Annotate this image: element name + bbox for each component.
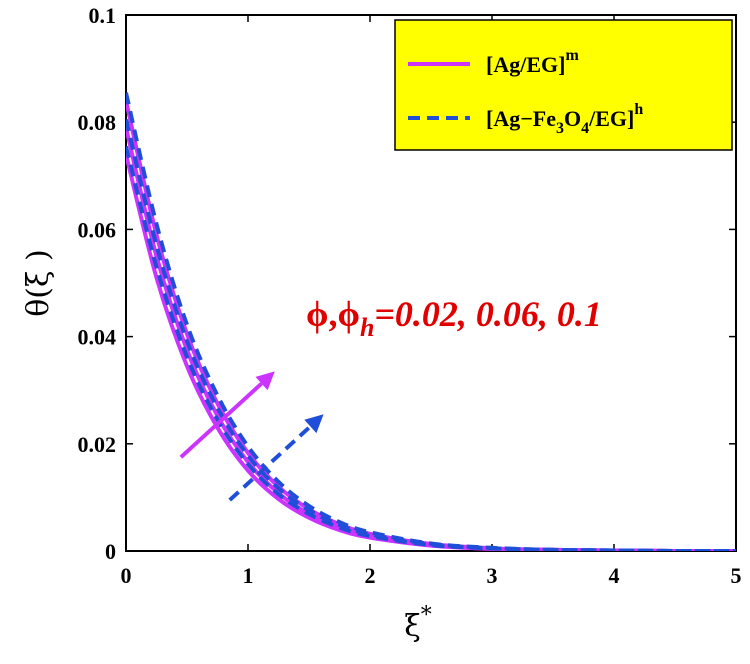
annotation-values: =0.02, 0.06, 0.1 xyxy=(374,294,602,334)
x-tick-label: 0 xyxy=(121,563,132,588)
legend-label-post: /EG] xyxy=(588,106,634,131)
legend: [Ag/EG]m [Ag−Fe3O4/EG]h xyxy=(394,19,733,151)
x-tick-label: 2 xyxy=(365,563,376,588)
x-axis-title-base: ξ xyxy=(404,609,421,644)
annotation-phi: ϕ,ϕ xyxy=(306,294,360,334)
y-tick-label: 0 xyxy=(105,539,116,564)
y-tick-label: 0.1 xyxy=(89,3,117,28)
y-tick-label: 0.08 xyxy=(78,110,117,135)
x-axis-title: ξ* xyxy=(404,603,432,644)
y-axis-title: θ(ξ ) xyxy=(21,249,56,317)
y-tick-label: 0.06 xyxy=(78,217,117,242)
arrow-head-0 xyxy=(255,371,275,391)
x-tick-label: 5 xyxy=(731,563,742,588)
y-tick-label: 0.04 xyxy=(78,325,117,350)
legend-box xyxy=(394,19,733,151)
legend-entry-ag-fe3o4-eg: [Ag−Fe3O4/EG]h xyxy=(486,101,643,137)
legend-sup-h: h xyxy=(634,101,643,118)
arrow-shaft-0 xyxy=(179,382,263,459)
annotation-arrows xyxy=(179,371,324,502)
legend-entry-ag-eg: [Ag/EG]m xyxy=(486,47,579,77)
x-tick-label: 3 xyxy=(487,563,498,588)
curves xyxy=(126,92,736,551)
axis-ticks: 0 1 2 3 4 500.020.040.060.080.1 xyxy=(78,3,742,588)
y-tick-label: 0.02 xyxy=(78,432,117,457)
series-line-5 xyxy=(126,92,736,551)
annotation-subscript-h: h xyxy=(360,313,374,342)
legend-sup-ag-eg: m xyxy=(565,47,579,64)
legend-sub-3: 3 xyxy=(556,120,564,137)
x-axis-title-sup: * xyxy=(421,603,432,628)
x-tick-label: 1 xyxy=(243,563,254,588)
legend-label-mid: O xyxy=(564,106,581,131)
x-tick-label: 4 xyxy=(609,563,620,588)
legend-sub-4: 4 xyxy=(581,120,589,137)
annotation-label: ϕ,ϕh=0.02, 0.06, 0.1 xyxy=(306,294,602,342)
legend-label-pre: [Ag−Fe xyxy=(486,106,556,131)
arrow-head-1 xyxy=(304,414,324,434)
legend-label-ag-eg: [Ag/EG] xyxy=(486,52,565,77)
